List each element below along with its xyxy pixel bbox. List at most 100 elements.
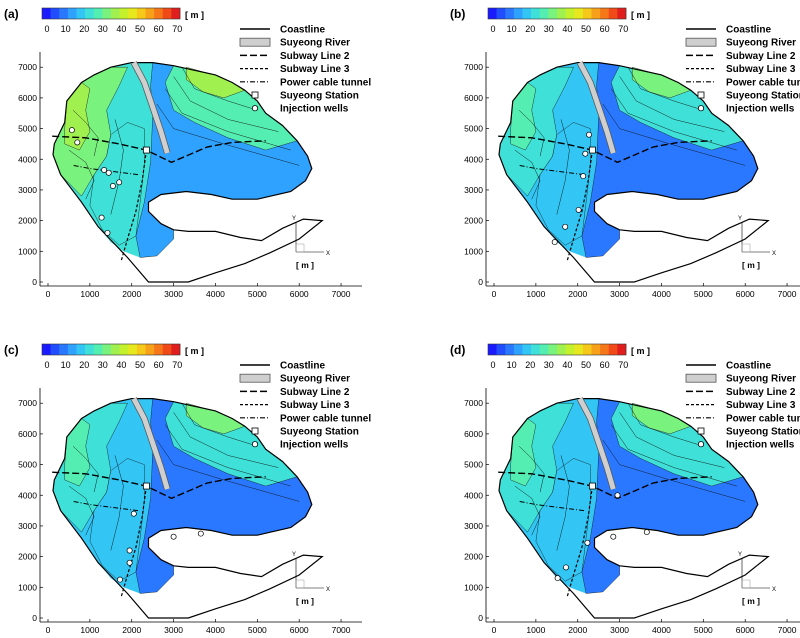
panel-label: (b) [450,7,465,21]
legend-item-well: Injection wells [251,440,349,451]
colorbar-swatch [600,344,610,355]
contour-field [52,398,313,594]
legend-label: Suyeong River [280,374,350,385]
colorbar-swatch [617,344,627,355]
colorbar-swatch [67,8,77,19]
colorbar-swatch [522,8,532,19]
x-tick-label: 4000 [206,625,225,635]
isoline [110,455,124,551]
y-tick-label: 7000 [18,62,37,72]
triad-y-label: Y [292,216,296,222]
colorbar-swatch [496,344,506,355]
isoline [72,446,99,493]
colorbar-swatch [93,8,103,19]
subway-line-2 [498,471,712,500]
legend-item-station: Suyeong Station [697,427,800,438]
isoline [68,485,95,536]
colorbar-tick-label: 60 [154,360,164,370]
x-tick-label: 7000 [332,625,351,635]
suyeong-river [577,61,616,154]
x-tick-label: 0 [492,289,497,299]
power-cable-tunnel [519,164,585,176]
panel-label: (d) [450,343,465,357]
legend: Coastline Suyeong River Subway Line 2 Subwa… [685,361,800,451]
colorbar-swatch [119,8,129,19]
colorbar-swatch [119,344,129,355]
colorbar-tick-label: 30 [544,360,554,370]
colorbar-frame [41,7,181,20]
colorbar-swatch [76,344,86,355]
colorbar-swatch [50,8,60,19]
injection-well-marker [98,214,105,221]
isoline [602,439,746,502]
injection-well-marker [101,167,108,173]
isoline [110,119,124,215]
colorbar-tick-label: 10 [61,24,71,34]
legend-label: Subway Line 2 [280,51,350,62]
colorbar-swatch [111,344,120,355]
legend-label: Subway Line 3 [726,64,796,75]
panel-c: (c)0 10 20 30 40 50 60 70[ m ]0 1000 2000 3000 4000… [4,343,371,635]
colorbar-swatch [162,344,172,355]
colorbar-frame [487,343,627,356]
y-tick-label: 2000 [18,552,37,562]
panel-a: (a)0 10 20 30 40 50 60 70[ m ]0 1000 2000 3000 4000… [4,7,371,299]
colorbar-swatch [128,344,138,355]
colorbar-swatch [171,8,181,19]
scale-unit-label: [ m ] [296,260,314,270]
colorbar-swatch [513,344,523,355]
y-tick-label: 2000 [464,552,483,562]
y-tick-label: 4000 [464,154,483,164]
legend-item-coastline: Coastline [686,25,771,36]
injection-well-marker [104,229,111,236]
contour-field [498,398,759,594]
legend: Coastline Suyeong River Subway Line 2 Subwa… [685,25,800,115]
suyeong-river [131,61,170,154]
injection-well-marker [562,223,569,230]
injection-well-marker [197,530,204,537]
injection-well-marker [582,150,589,157]
isoline [518,446,545,493]
power-cable-tunnel [519,500,585,512]
colorbar-tick-label: 70 [618,360,628,370]
plot-axes: 0 1000 2000 3000 4000 5000 6000 7000 0 1000 2000 30… [18,52,362,299]
legend-label: Subway Line 2 [726,51,796,62]
x-tick-label: 5000 [694,625,713,635]
suyeong-station-marker [142,146,150,154]
triad-box [295,243,305,253]
isoline [627,403,704,447]
injection-well-marker [614,492,621,499]
legend-label: Injection wells [280,104,349,115]
colorbar-frame [487,7,627,20]
x-tick-label: 4000 [206,289,225,299]
colorbar-swatch [76,8,86,19]
legend-label: Suyeong Station [726,427,800,438]
isoline [556,119,570,215]
colorbar-tick-label: 40 [116,24,126,34]
colorbar-swatch [128,8,138,19]
well-swatch [251,105,259,112]
field-center-zone [535,458,591,582]
colorbar-frame [41,343,181,356]
colorbar-swatch [505,344,515,355]
injection-well-marker [643,529,650,536]
x-tick-label: 4000 [652,289,671,299]
y-tick-label: 7000 [464,398,483,408]
isoline [173,412,279,468]
colorbar-swatch [136,8,146,19]
legend-label: Power cable tunnel [726,413,800,424]
scale-unit-label: [ m ] [296,596,314,606]
legend-item-well: Injection wells [697,440,795,451]
y-tick-label: 3000 [18,185,37,195]
legend-item-line2: Subway Line 2 [240,51,350,62]
legend-item-line3: Subway Line 3 [686,64,796,75]
legend-label: Suyeong River [280,38,350,49]
y-tick-label: 6000 [464,429,483,439]
colorbar-swatch [67,344,77,355]
y-tick-label: 3000 [18,521,37,531]
triad-box [295,579,305,589]
x-tick-label: 6000 [290,289,309,299]
triad-box [741,243,751,253]
power-cable-tunnel [73,500,139,512]
legend-item-station: Suyeong Station [697,91,800,102]
